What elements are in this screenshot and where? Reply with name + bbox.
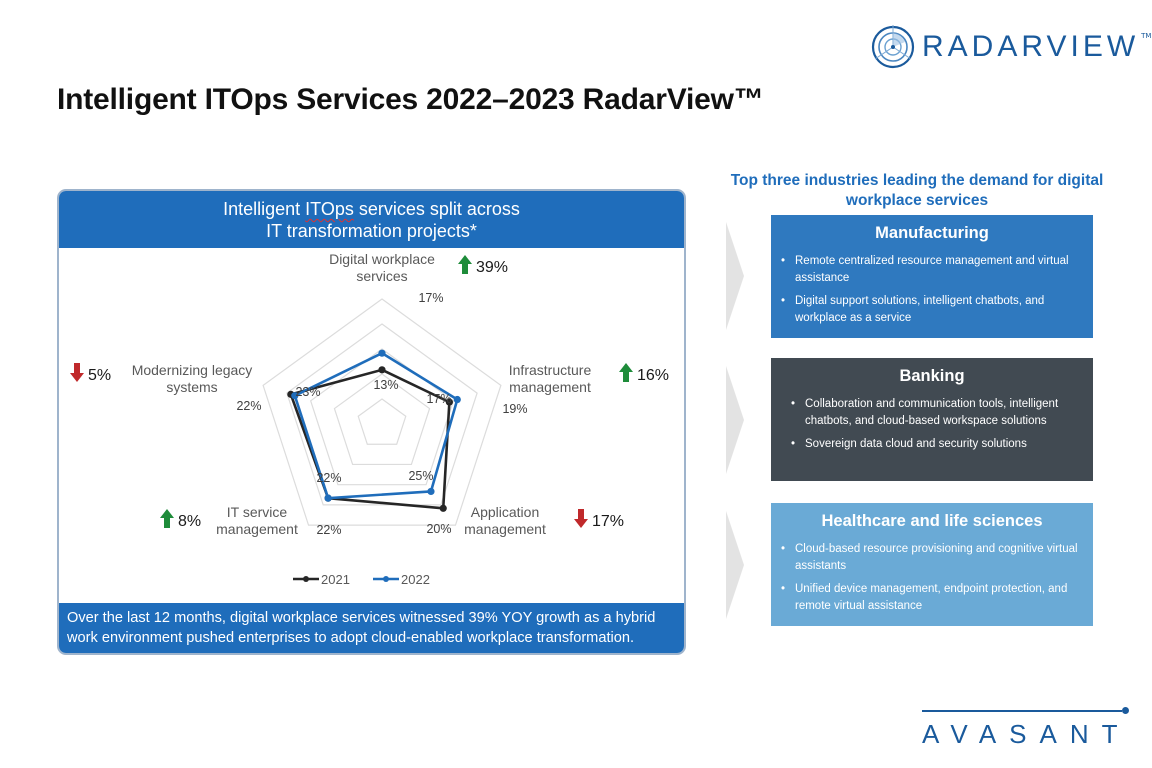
change-percent: 17% [592,513,624,530]
chevron-right-icon [726,222,744,330]
industry-bullet: Remote centralized resource management a… [779,253,1083,286]
grid-ring [262,298,502,526]
industry-name: Manufacturing [875,224,989,242]
footer-line2: work environment pushed enterprises to a… [67,630,635,646]
chart-panel-header: Intelligent ITOps services split across … [59,191,684,248]
data-label-2021: 23% [295,385,320,399]
industry-bullet: Digital support solutions, intelligent c… [779,293,1083,326]
chart-panel-footer: Over the last 12 months, digital workpla… [59,603,684,653]
footer-line1: Over the last 12 months, digital workpla… [67,610,656,626]
chart-panel: Intelligent ITOps services split across … [57,189,686,655]
data-point-2021 [439,504,447,512]
legend-marker-2021 [303,576,309,582]
trademark-mark: TM [1141,32,1152,40]
data-label-2022: 19% [502,402,527,416]
data-label-2021: 13% [373,378,398,392]
axis-label: Digital workplace [329,251,435,267]
grid-ring [357,398,407,445]
arrow-up-icon [619,363,633,382]
data-point-2022 [324,494,332,502]
industry-card-banking: Banking Collaboration and communication … [771,358,1093,481]
data-point-2022 [378,349,386,357]
arrow-down-icon [574,509,588,528]
data-label-2022: 22% [236,399,261,413]
chart-title-line2: IT transformation projects* [266,221,477,241]
data-label-2021: 17% [426,392,451,406]
avasant-wordmark: AVASANT [922,719,1131,749]
spellcheck-word: ITOps [305,199,354,219]
axis-label: management [464,521,546,537]
axis-label: Application [471,504,540,520]
radarview-wordmark: RADARVIEW [922,30,1140,63]
change-percent: 16% [637,367,669,384]
data-label-2022: 17% [418,291,443,305]
change-percent: 39% [476,259,508,276]
radarview-logo: RADARVIEW TM [870,24,1151,70]
legend-marker-2022 [383,576,389,582]
data-point-2022 [427,487,435,496]
chart-title-line1: Intelligent ITOps services split across [223,199,520,219]
radar-icon [871,25,915,69]
axis-label: management [509,379,591,395]
industry-bullet: Collaboration and communication tools, i… [779,396,1083,429]
industry-bullet: Unified device management, endpoint prot… [779,581,1083,614]
axis-label: IT service [227,504,288,520]
grid-ring [286,323,478,506]
industry-card-manufacturing: Manufacturing Remote centralized resourc… [771,215,1093,338]
industry-card-healthcare: Healthcare and life sciences Cloud-based… [771,503,1093,626]
data-point-2022 [453,395,461,404]
data-point-2021 [445,398,453,406]
arrow-up-icon [458,255,472,274]
axis-label: Modernizing legacy [132,362,253,378]
axis-label: systems [166,379,217,395]
logo-rule [922,710,1122,712]
data-label-2022: 20% [426,522,451,536]
series-line-2022 [293,351,459,500]
legend-label-2022: 2022 [401,572,430,587]
industry-bullet: Cloud-based resource provisioning and co… [779,541,1083,574]
industry-name: Healthcare and life sciences [821,512,1043,530]
industry-bullet: Sovereign data cloud and security soluti… [779,436,1083,453]
arrow-up-icon [160,509,174,528]
radar-chart: Digital workplaceservicesInfrastructurem… [70,251,669,587]
change-percent: 5% [88,367,111,384]
grid-ring [333,373,431,466]
change-percent: 8% [178,513,201,530]
data-point-2021 [378,366,386,374]
legend-label-2021: 2021 [321,572,350,587]
data-label-2022: 22% [316,523,341,537]
page-title: Intelligent ITOps Services 2022–2023 Rad… [57,83,764,116]
logo-dot [1122,707,1129,714]
chevron-right-icon [726,511,744,619]
axis-label: Infrastructure [509,362,592,378]
axis-label: services [356,268,407,284]
data-label-2021: 25% [408,469,433,483]
industries-title: Top three industries leading the demand … [730,172,1104,209]
grid-ring [309,348,455,486]
chevron-right-icon [726,366,744,474]
industry-name: Banking [899,367,965,385]
arrow-down-icon [70,363,84,382]
data-label-2021: 22% [316,471,341,485]
axis-label: management [216,521,298,537]
data-point-2022 [291,392,299,400]
